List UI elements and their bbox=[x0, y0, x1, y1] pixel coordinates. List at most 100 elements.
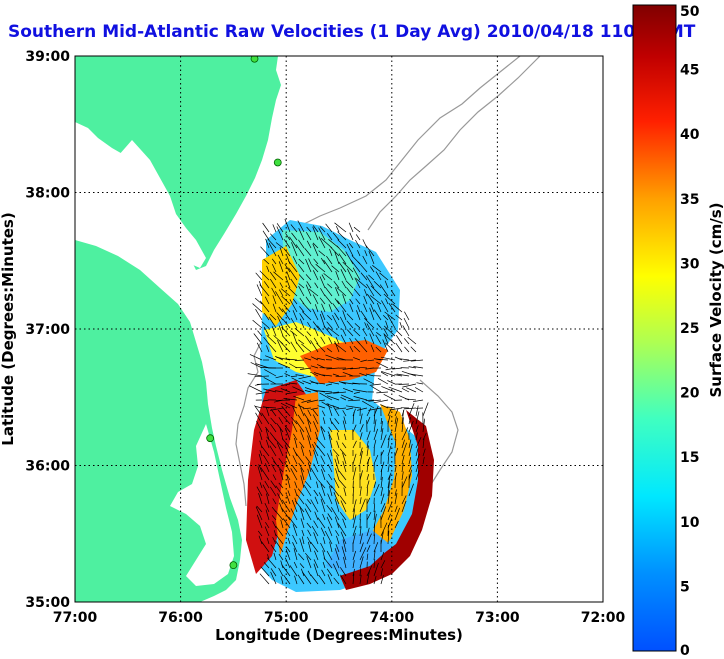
velocity-arrow bbox=[287, 537, 291, 545]
velocity-arrow bbox=[355, 278, 368, 289]
velocity-arrow bbox=[270, 417, 277, 425]
velocity-arrow bbox=[257, 330, 263, 337]
velocity-arrow bbox=[308, 258, 312, 265]
velocity-arrow bbox=[326, 383, 333, 386]
velocity-arrow bbox=[364, 250, 368, 257]
velocity-arrow bbox=[317, 390, 333, 393]
velocity-arrow bbox=[394, 439, 397, 449]
velocity-arrow bbox=[422, 448, 426, 457]
velocity-arrow bbox=[349, 346, 354, 353]
velocity-arrow bbox=[279, 282, 284, 289]
velocity-arrow bbox=[373, 510, 376, 521]
velocity-arrow bbox=[270, 408, 277, 417]
velocity-arrow bbox=[313, 563, 319, 577]
velocity-arrow bbox=[346, 407, 354, 410]
velocity-arrow bbox=[255, 405, 263, 409]
velocity-arrow bbox=[354, 277, 361, 289]
velocity-arrow bbox=[401, 462, 404, 473]
velocity-arrow bbox=[384, 280, 389, 289]
velocity-arrow bbox=[280, 388, 291, 393]
velocity-arrow bbox=[297, 220, 305, 233]
velocity-arrow bbox=[366, 545, 371, 553]
velocity-arrow bbox=[313, 337, 319, 345]
velocity-arrow bbox=[300, 518, 305, 529]
velocity-arrow bbox=[276, 356, 291, 361]
velocity-arrow bbox=[261, 321, 270, 329]
colorbar-tick-label: 40 bbox=[680, 127, 700, 143]
velocity-arrow bbox=[342, 387, 354, 393]
velocity-arrow bbox=[408, 417, 411, 425]
velocity-arrow bbox=[366, 283, 375, 297]
velocity-arrow bbox=[289, 236, 298, 249]
station-markers bbox=[206, 56, 282, 570]
velocity-arrow bbox=[342, 518, 347, 529]
velocity-arrow bbox=[270, 423, 277, 433]
velocity-arrow bbox=[266, 335, 277, 345]
velocity-arrow bbox=[352, 573, 355, 585]
velocity-arrow bbox=[368, 250, 375, 265]
velocity-arrow bbox=[316, 481, 319, 489]
velocity-arrow bbox=[269, 313, 277, 321]
velocity-arrow bbox=[353, 329, 361, 337]
velocity-arrow bbox=[346, 313, 354, 321]
velocity-arrow bbox=[352, 533, 356, 545]
velocity-arrow bbox=[275, 375, 284, 379]
velocity-arrow bbox=[307, 570, 312, 577]
velocity-arrow bbox=[373, 481, 377, 489]
velocity-arrow bbox=[373, 523, 376, 537]
velocity-arrow bbox=[275, 399, 291, 401]
velocity-arrow bbox=[392, 367, 403, 370]
velocity-arrow bbox=[290, 341, 298, 353]
velocity-arrow bbox=[338, 381, 347, 385]
velocity-arrow bbox=[321, 468, 326, 481]
velocity-arrow bbox=[326, 321, 333, 329]
velocity-arrow bbox=[359, 366, 368, 369]
velocity-arrow bbox=[304, 390, 312, 393]
velocity-arrow bbox=[422, 402, 429, 417]
velocity-arrow bbox=[333, 280, 340, 289]
velocity-arrow bbox=[266, 557, 277, 569]
velocity-arrow bbox=[264, 526, 270, 537]
velocity-arrow bbox=[371, 385, 382, 393]
velocity-arrow bbox=[330, 485, 340, 497]
velocity-arrow bbox=[269, 407, 284, 411]
velocity-arrow bbox=[298, 462, 305, 473]
velocity-arrow bbox=[332, 449, 340, 457]
velocity-arrow bbox=[319, 226, 326, 233]
velocity-arrow bbox=[331, 421, 340, 433]
velocity-arrow bbox=[335, 270, 340, 281]
velocity-arrow bbox=[305, 274, 312, 281]
velocity-arrow bbox=[295, 420, 305, 433]
velocity-arrow bbox=[262, 406, 277, 409]
velocity-arrow bbox=[314, 282, 319, 289]
velocity-arrow bbox=[385, 342, 396, 353]
velocity-arrow bbox=[373, 439, 377, 449]
velocity-arrow bbox=[383, 325, 396, 337]
velocity-arrow bbox=[275, 390, 284, 393]
velocity-arrow bbox=[373, 503, 376, 513]
velocity-arrow bbox=[286, 403, 298, 409]
velocity-arrow bbox=[307, 468, 312, 481]
velocity-arrow bbox=[327, 431, 333, 441]
velocity-arrow bbox=[415, 448, 419, 457]
velocity-arrow bbox=[336, 245, 347, 257]
y-tick-label: 39:00 bbox=[25, 49, 70, 65]
velocity-arrow bbox=[306, 226, 312, 233]
velocity-arrow bbox=[406, 387, 417, 393]
velocity-arrow bbox=[416, 382, 424, 385]
velocity-arrow bbox=[339, 316, 347, 329]
velocity-arrow bbox=[387, 456, 389, 465]
velocity-arrow bbox=[380, 371, 389, 377]
velocity-arrow bbox=[352, 514, 357, 529]
velocity-arrow bbox=[265, 522, 270, 529]
velocity-arrow bbox=[329, 248, 333, 257]
velocity-arrow bbox=[402, 325, 410, 337]
velocity-arrow bbox=[394, 408, 399, 417]
velocity-arrow bbox=[401, 439, 405, 449]
velocity-arrow bbox=[407, 336, 417, 345]
land-mass bbox=[75, 56, 281, 270]
velocity-arrow bbox=[352, 550, 357, 561]
velocity-arrow bbox=[255, 506, 263, 521]
x-tick-label: 73:00 bbox=[475, 610, 520, 626]
velocity-arrow bbox=[285, 528, 291, 537]
